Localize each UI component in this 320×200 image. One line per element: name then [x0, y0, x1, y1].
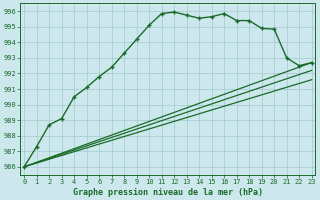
X-axis label: Graphe pression niveau de la mer (hPa): Graphe pression niveau de la mer (hPa): [73, 188, 263, 197]
